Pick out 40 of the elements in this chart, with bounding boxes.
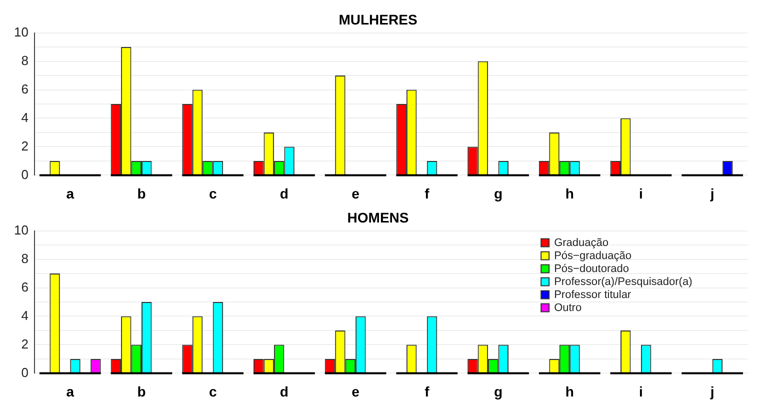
x-tick-label: d (280, 185, 288, 202)
y-tick-label: 0 (21, 166, 28, 182)
y-tick-label: 10 (14, 24, 28, 40)
legend-label: Professor titular (554, 288, 632, 301)
y-tick-label: 8 (21, 52, 28, 68)
y-tick-label: 0 (21, 364, 28, 380)
x-tick-label: b (137, 383, 146, 400)
chart-title: MULHERES (338, 11, 418, 28)
x-tick-label: i (639, 383, 643, 400)
x-tick-label: a (66, 185, 74, 202)
x-tick-label: h (565, 185, 574, 202)
y-tick-label: 4 (21, 110, 28, 125)
x-tick-label: i (639, 185, 643, 202)
legend-label: Graduação (554, 236, 609, 249)
x-tick-label: e (352, 185, 360, 202)
chart-title: HOMENS (347, 209, 409, 226)
x-tick-label: h (565, 383, 574, 400)
legend-label: Outro (554, 302, 582, 314)
x-tick-label: c (208, 383, 217, 400)
x-tick-label: f (424, 383, 430, 400)
x-tick-label: j (709, 383, 714, 400)
y-tick-label: 10 (14, 222, 28, 238)
legend-label: Pós−graduação (554, 250, 632, 262)
y-tick-label: 2 (21, 138, 28, 154)
x-tick-label: c (208, 185, 217, 202)
legend-label: Professor(a)/Pesquisador(a) (554, 276, 692, 288)
y-tick-label: 8 (21, 250, 28, 266)
legend-label: Pós−doutorado (554, 262, 629, 275)
y-tick-label: 2 (21, 336, 28, 352)
x-tick-label: g (494, 383, 503, 400)
x-tick-label: d (280, 383, 288, 400)
y-tick-label: 6 (21, 81, 28, 96)
y-tick-label: 6 (21, 279, 28, 294)
y-tick-label: 4 (21, 308, 28, 323)
x-tick-label: b (137, 185, 146, 202)
x-tick-label: j (709, 185, 714, 202)
x-tick-label: f (424, 185, 430, 202)
x-tick-label: e (352, 383, 360, 400)
x-tick-label: a (66, 383, 74, 400)
x-tick-label: g (494, 185, 503, 202)
